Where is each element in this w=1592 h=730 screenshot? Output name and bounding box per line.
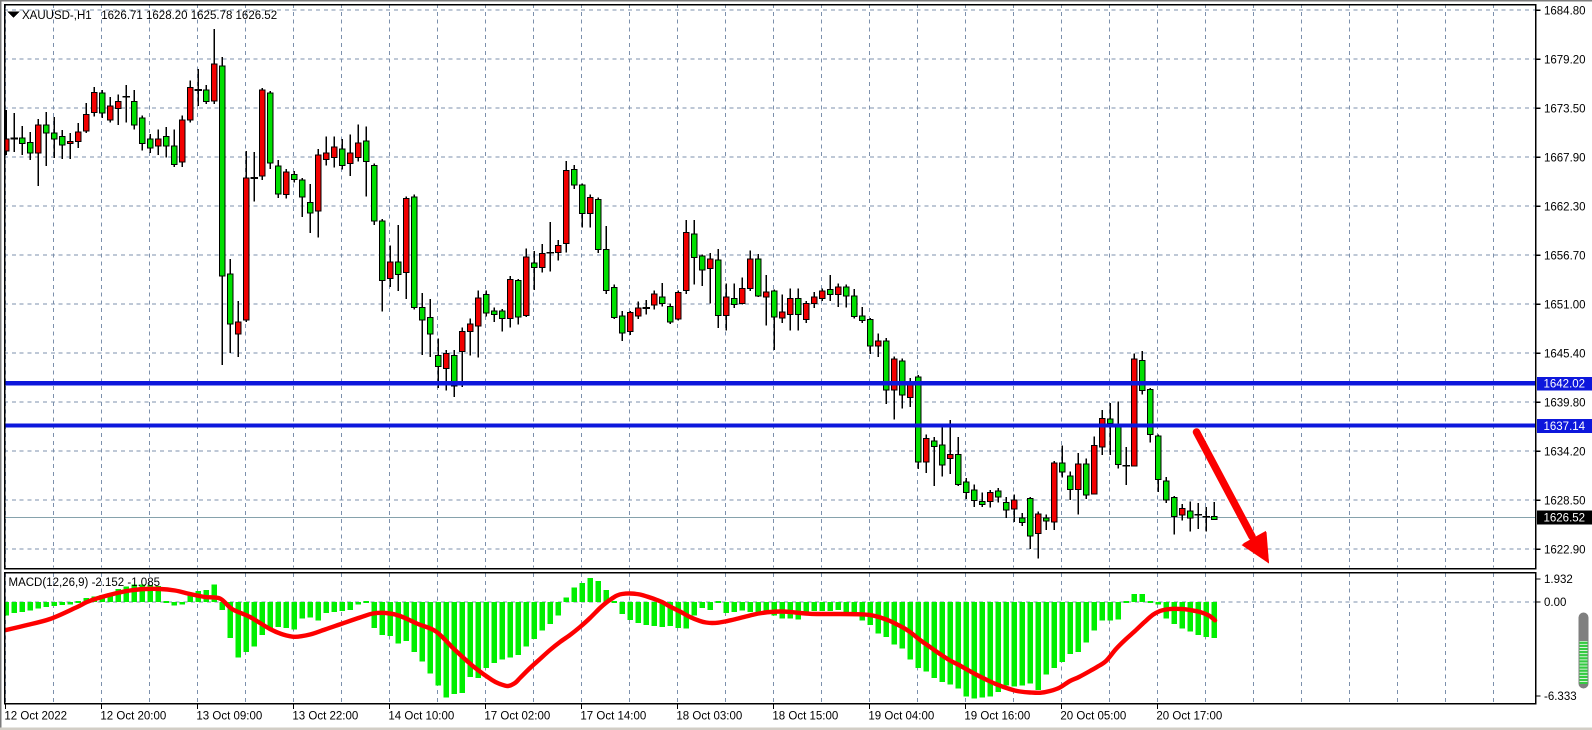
svg-text:1642.02: 1642.02 — [1544, 379, 1586, 391]
svg-text:12 Oct 2022: 12 Oct 2022 — [4, 710, 67, 722]
svg-text:1645.40: 1645.40 — [1544, 348, 1586, 360]
svg-text:1679.20: 1679.20 — [1544, 54, 1586, 66]
svg-text:1639.80: 1639.80 — [1544, 397, 1586, 409]
svg-text:1628.50: 1628.50 — [1544, 495, 1586, 507]
svg-text:19 Oct 04:00: 19 Oct 04:00 — [868, 710, 934, 722]
svg-text:20 Oct 17:00: 20 Oct 17:00 — [1156, 710, 1222, 722]
svg-text:18 Oct 03:00: 18 Oct 03:00 — [676, 710, 742, 722]
svg-text:1634.20: 1634.20 — [1544, 446, 1586, 458]
svg-text:1662.30: 1662.30 — [1544, 201, 1586, 213]
svg-text:0.00: 0.00 — [1544, 597, 1566, 609]
svg-text:MACD(12,26,9) -2.152 -1.085: MACD(12,26,9) -2.152 -1.085 — [9, 577, 161, 589]
svg-text:17 Oct 02:00: 17 Oct 02:00 — [484, 710, 550, 722]
svg-text:1622.90: 1622.90 — [1544, 544, 1586, 556]
svg-text:1673.50: 1673.50 — [1544, 103, 1586, 115]
svg-text:1651.00: 1651.00 — [1544, 299, 1586, 311]
svg-text:19 Oct 16:00: 19 Oct 16:00 — [964, 710, 1030, 722]
svg-text:1684.80: 1684.80 — [1544, 5, 1586, 17]
svg-text:13 Oct 22:00: 13 Oct 22:00 — [292, 710, 358, 722]
svg-text:18 Oct 15:00: 18 Oct 15:00 — [772, 710, 838, 722]
svg-text:17 Oct 14:00: 17 Oct 14:00 — [580, 710, 646, 722]
svg-text:1637.14: 1637.14 — [1544, 421, 1586, 433]
svg-text:14 Oct 10:00: 14 Oct 10:00 — [388, 710, 454, 722]
svg-text:XAUUSD-,H1 1626.71 1628.20 1: XAUUSD-,H1 1626.71 1628.20 1625.78 1626.… — [22, 10, 277, 22]
svg-text:20 Oct 05:00: 20 Oct 05:00 — [1060, 710, 1126, 722]
svg-text:12 Oct 20:00: 12 Oct 20:00 — [100, 710, 166, 722]
svg-text:1667.90: 1667.90 — [1544, 152, 1586, 164]
svg-text:13 Oct 09:00: 13 Oct 09:00 — [196, 710, 262, 722]
svg-text:1656.70: 1656.70 — [1544, 250, 1586, 262]
svg-text:1.932: 1.932 — [1544, 574, 1573, 586]
svg-text:1626.52: 1626.52 — [1544, 513, 1586, 525]
svg-text:-6.333: -6.333 — [1544, 691, 1577, 703]
